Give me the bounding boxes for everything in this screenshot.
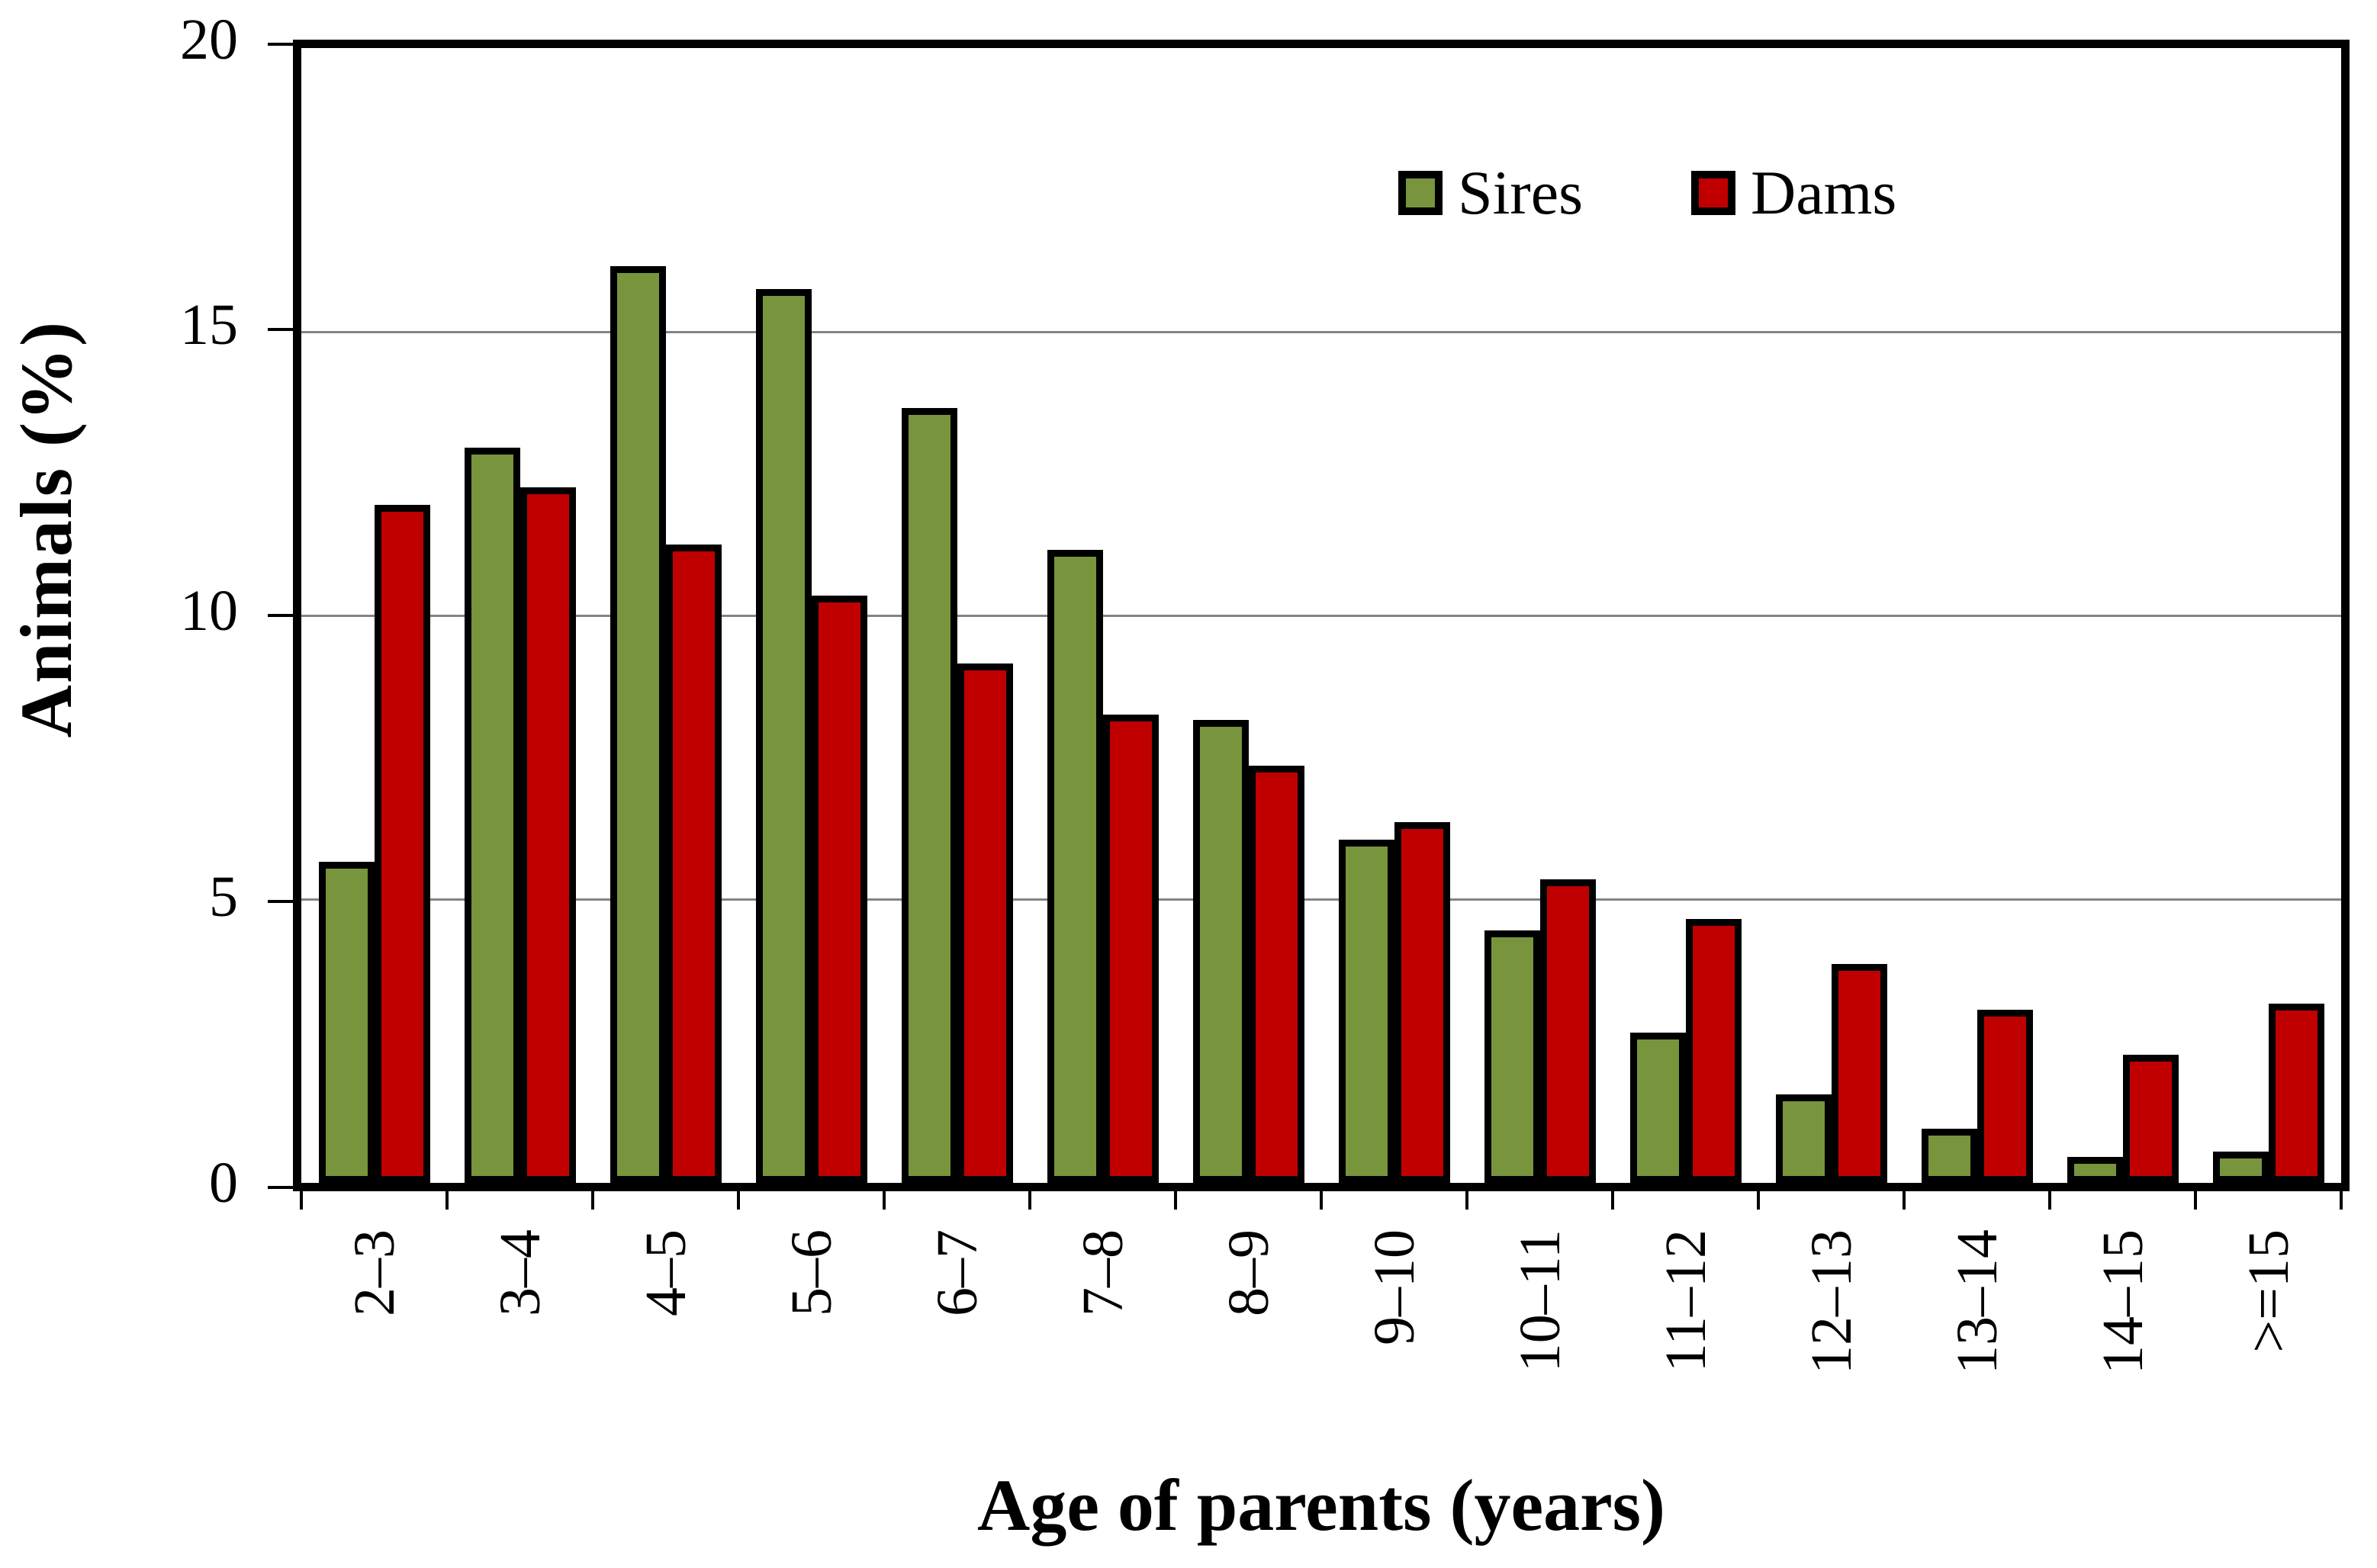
x-tick-label-10–11: 10–11 <box>1508 1229 1572 1372</box>
plot-area <box>293 40 2350 1191</box>
x-tick-14 <box>2340 1191 2343 1210</box>
x-axis-title: Age of parents (years) <box>976 1464 1665 1546</box>
x-tick-label-4–5: 4–5 <box>634 1229 698 1316</box>
x-tick-label-text: 2–3 <box>342 1229 407 1316</box>
x-tick-3 <box>737 1191 740 1210</box>
bar-sires-8–9 <box>1192 720 1249 1183</box>
y-tick-label-0: 0 <box>209 1150 238 1215</box>
bar-dams-4–5 <box>665 545 722 1183</box>
x-tick-11 <box>1903 1191 1906 1210</box>
y-tick-label-10: 10 <box>180 579 238 643</box>
x-tick-7 <box>1320 1191 1323 1210</box>
x-tick-label-text: 12–13 <box>1799 1229 1864 1374</box>
x-tick-label-6–7: 6–7 <box>925 1229 989 1316</box>
bar-dams-12–13 <box>1831 964 1887 1183</box>
bar-sires-2–3 <box>318 862 375 1183</box>
x-tick-label-text: 13–14 <box>1944 1229 2009 1374</box>
x-tick-12 <box>2048 1191 2051 1210</box>
y-tick-15 <box>268 328 293 332</box>
x-tick-2 <box>591 1191 594 1210</box>
bar-dams-5–6 <box>811 596 867 1183</box>
y-tick-20 <box>268 42 293 46</box>
x-tick-label-13–14: 13–14 <box>1945 1229 2009 1374</box>
bar-dams-6–7 <box>957 664 1013 1183</box>
bar-dams->=15 <box>2268 1004 2324 1183</box>
legend-label-dams: Dams <box>1751 158 1897 227</box>
x-tick-4 <box>883 1191 886 1210</box>
x-tick-label-3–4: 3–4 <box>488 1229 552 1316</box>
legend-label-sires: Sires <box>1458 158 1583 227</box>
x-tick-label-2–3: 2–3 <box>343 1229 407 1316</box>
bar-sires-13–14 <box>1921 1129 1977 1183</box>
x-tick-label-12–13: 12–13 <box>1800 1229 1864 1374</box>
x-tick-label-text: 9–10 <box>1362 1229 1427 1345</box>
bar-dams-3–4 <box>519 487 576 1183</box>
x-tick-label-7–8: 7–8 <box>1071 1229 1135 1316</box>
y-tick-label-20: 20 <box>180 7 238 72</box>
bar-dams-2–3 <box>374 505 430 1183</box>
x-tick-label-8–9: 8–9 <box>1217 1229 1281 1316</box>
gridline-15 <box>301 330 2341 333</box>
bar-dams-10–11 <box>1539 879 1596 1183</box>
gridline-5 <box>301 898 2341 901</box>
y-tick-10 <box>268 614 293 617</box>
bar-dams-14–15 <box>2122 1055 2179 1183</box>
x-tick-label-text: 3–4 <box>487 1229 552 1316</box>
x-tick-label-text: 6–7 <box>925 1229 989 1316</box>
bar-dams-7–8 <box>1102 715 1159 1183</box>
bar-dams-9–10 <box>1394 822 1450 1183</box>
x-tick-label-text: 5–6 <box>779 1229 844 1316</box>
bar-sires-12–13 <box>1775 1094 1832 1183</box>
bar-sires-11–12 <box>1629 1033 1686 1183</box>
gridline-10 <box>301 614 2341 617</box>
y-axis-title: Animals (%) <box>5 320 88 737</box>
bar-dams-8–9 <box>1248 766 1304 1183</box>
x-tick-0 <box>300 1191 303 1210</box>
x-tick-label-text: 14–15 <box>2090 1229 2155 1374</box>
x-tick-label-text: >=15 <box>2236 1229 2301 1353</box>
bar-sires-6–7 <box>901 408 957 1183</box>
y-tick-5 <box>268 899 293 903</box>
x-tick-label-9–10: 9–10 <box>1362 1229 1427 1345</box>
y-tick-0 <box>268 1185 293 1189</box>
y-tick-label-5: 5 <box>209 864 238 929</box>
bar-sires-10–11 <box>1484 930 1540 1183</box>
bar-sires-3–4 <box>464 448 520 1183</box>
bar-sires-7–8 <box>1047 550 1103 1183</box>
x-tick-label-text: 10–11 <box>1507 1229 1572 1373</box>
bar-sires-5–6 <box>755 289 812 1183</box>
y-tick-label-15: 15 <box>180 293 238 358</box>
bar-dams-11–12 <box>1685 919 1742 1183</box>
x-tick-13 <box>2194 1191 2197 1210</box>
x-tick-label-14–15: 14–15 <box>2091 1229 2155 1374</box>
x-tick-6 <box>1174 1191 1177 1210</box>
plot-inner <box>301 48 2341 1183</box>
bar-sires->=15 <box>2212 1152 2269 1183</box>
x-tick-5 <box>1028 1191 1031 1210</box>
bar-sires-9–10 <box>1338 840 1394 1183</box>
legend: Sires Dams <box>1398 158 1897 227</box>
x-tick-label-text: 4–5 <box>633 1229 698 1316</box>
bar-sires-14–15 <box>2067 1157 2123 1183</box>
x-tick-8 <box>1465 1191 1468 1210</box>
x-tick-label-5–6: 5–6 <box>780 1229 844 1316</box>
x-tick-label->=15: >=15 <box>2237 1229 2301 1353</box>
x-tick-10 <box>1757 1191 1760 1210</box>
legend-swatch-dams <box>1691 171 1735 215</box>
legend-swatch-sires <box>1398 171 1443 215</box>
x-tick-label-text: 8–9 <box>1216 1229 1281 1316</box>
x-tick-1 <box>445 1191 449 1210</box>
x-tick-label-text: 7–8 <box>1070 1229 1135 1316</box>
bar-dams-13–14 <box>1977 1010 2033 1183</box>
bar-sires-4–5 <box>610 266 666 1183</box>
x-tick-label-11–12: 11–12 <box>1654 1229 1718 1372</box>
y-axis-title-text: Animals (%) <box>5 320 87 738</box>
x-tick-9 <box>1611 1191 1614 1210</box>
x-tick-label-text: 11–12 <box>1653 1229 1718 1373</box>
